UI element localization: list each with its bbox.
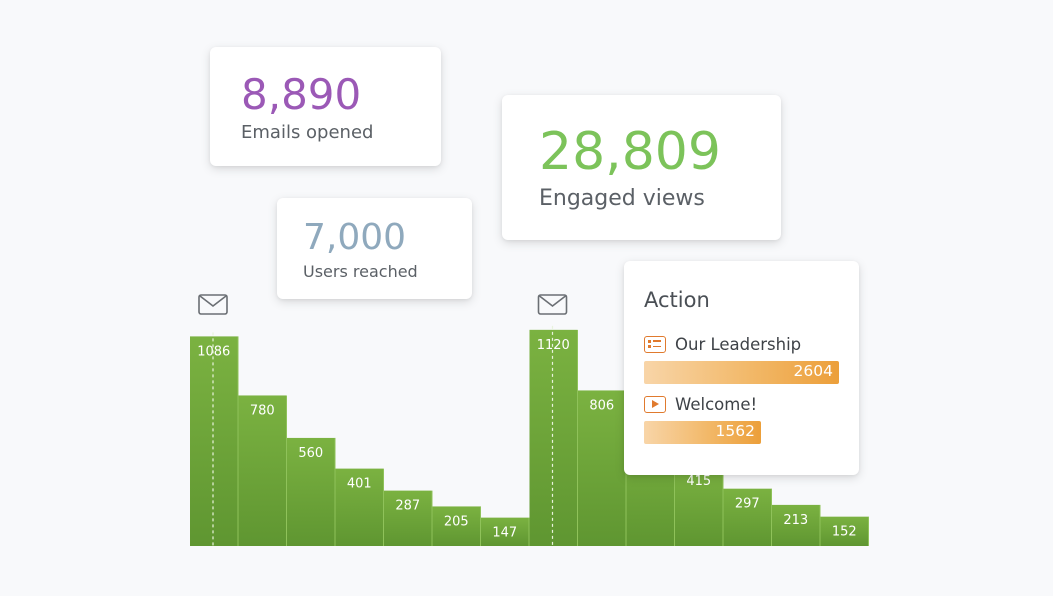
action-title: Action: [644, 288, 710, 312]
bar-value-label: 152: [832, 525, 857, 540]
action-item-name: Welcome!: [675, 394, 758, 414]
bar-value-label: 415: [686, 474, 711, 489]
action-item-welcome[interactable]: Welcome! 1562: [644, 394, 844, 444]
engaged-views-card: 28,809 Engaged views: [502, 95, 781, 240]
chart-bar: [820, 516, 868, 546]
chart-bar: [529, 329, 577, 546]
bar-value-label: 806: [589, 398, 614, 413]
action-item-bar: 2604: [644, 361, 839, 384]
envelope-icon: [537, 294, 568, 315]
emails-opened-value: 8,890: [241, 70, 362, 119]
bar-value-label: 560: [298, 446, 323, 461]
users-reached-value: 7,000: [303, 217, 407, 258]
chart-bar: [238, 395, 286, 546]
chart-bar: [190, 336, 238, 546]
envelope-icon: [198, 294, 228, 315]
action-item-value: 2604: [793, 362, 833, 380]
bar-value-label: 213: [783, 513, 808, 528]
action-item-our-leadership[interactable]: Our Leadership 2604: [644, 334, 844, 384]
users-reached-card: 7,000 Users reached: [277, 198, 472, 299]
engaged-views-label: Engaged views: [539, 186, 705, 211]
chart-bar: [384, 490, 432, 546]
action-item-bar: 1562: [644, 421, 761, 444]
chart-bar: [287, 437, 335, 546]
users-reached-label: Users reached: [303, 262, 418, 281]
chart-bar: [723, 488, 771, 546]
chart-bar: [335, 468, 383, 546]
bar-value-label: 287: [395, 499, 420, 514]
chart-bar: [578, 390, 626, 546]
bar-value-label: 147: [492, 526, 517, 541]
action-card: Action Our Leadership 2604 Welcome! 1562: [624, 261, 859, 475]
chart-bar: [675, 465, 723, 546]
list-icon: [644, 335, 666, 353]
bar-value-label: 297: [735, 497, 760, 512]
bar-value-label: 401: [347, 477, 372, 492]
action-item-name: Our Leadership: [675, 334, 802, 354]
bar-value-label: 780: [250, 403, 275, 418]
chart-bar: [432, 506, 480, 546]
bar-value-label: 1086: [197, 344, 230, 359]
action-item-value: 1562: [715, 422, 755, 440]
chart-bar: [772, 504, 820, 546]
emails-opened-card: 8,890 Emails opened: [210, 47, 441, 166]
play-icon: [644, 395, 666, 413]
emails-opened-label: Emails opened: [241, 122, 374, 143]
bar-value-label: 1120: [537, 338, 570, 353]
engaged-views-value: 28,809: [539, 122, 721, 182]
chart-bar: [481, 517, 529, 546]
bar-value-label: 205: [444, 514, 469, 529]
